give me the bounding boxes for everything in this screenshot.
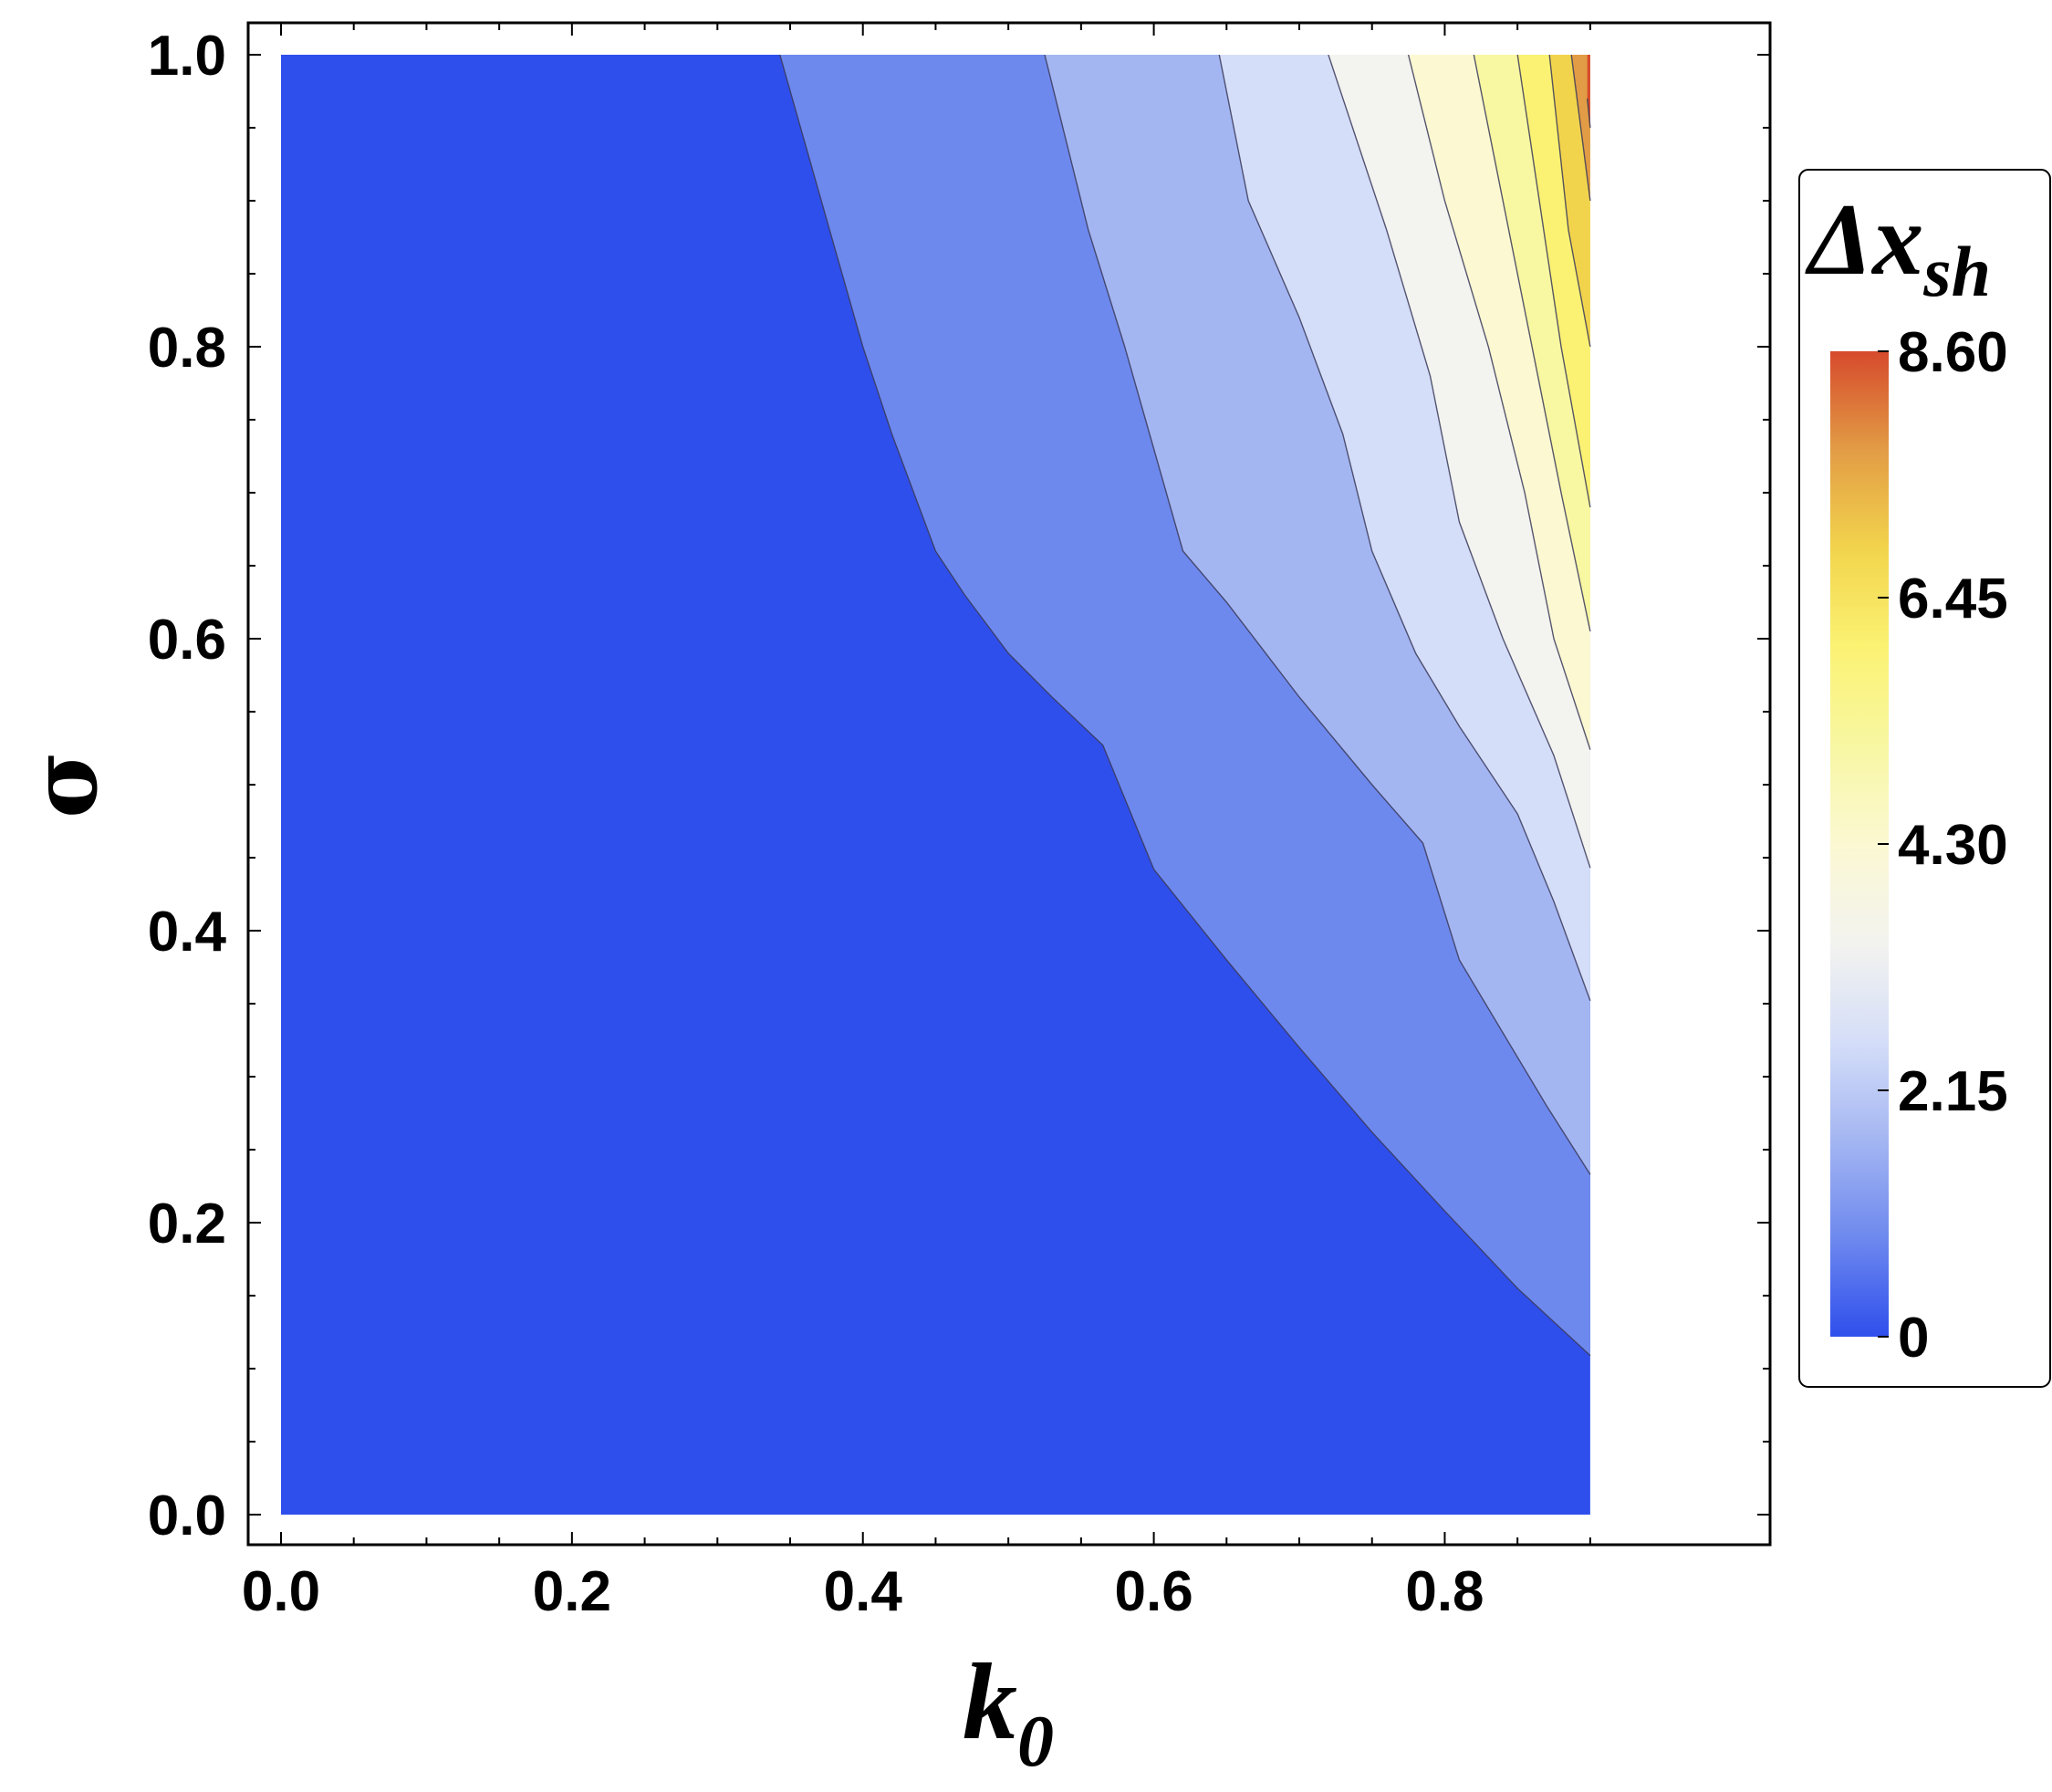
legend-title-sub: sh <box>1922 232 1991 311</box>
x-tick-label: 0.6 <box>1114 1560 1193 1623</box>
colorbar-tick-label: 8.60 <box>1898 321 2008 384</box>
legend: Δxsh 8.60 6.45 4.30 2.15 0 <box>1798 169 2051 1388</box>
contour-level-10 <box>1587 55 1590 128</box>
x-axis-label-sub: 0 <box>1017 1702 1054 1782</box>
colorbar-tick-label: 4.30 <box>1898 814 2008 877</box>
x-tick-label: 0.4 <box>824 1560 903 1623</box>
contour-line-4 <box>1328 55 1591 869</box>
y-tick-label: 0.0 <box>148 1485 226 1547</box>
colorbar-tick-label: 0 <box>1898 1307 1929 1370</box>
y-tick-label: 0.6 <box>148 609 226 672</box>
contour-lines <box>779 55 1591 1357</box>
x-tick-label: 0.2 <box>533 1560 611 1623</box>
y-tick-label: 1.0 <box>148 25 226 88</box>
contour-line-1 <box>779 55 1591 1357</box>
legend-title: Δxsh <box>1805 183 1991 311</box>
colorbar-ticks: 8.60 6.45 4.30 2.15 0 <box>1878 321 2008 1370</box>
y-axis-label: σ <box>10 751 118 818</box>
contour-line-9 <box>1570 55 1591 202</box>
legend-title-main: Δx <box>1805 183 1923 297</box>
contour-level-8 <box>1549 55 1590 347</box>
axes: 0.0 0.2 0.4 0.6 0.8 0.0 0.2 0.4 0.6 0.8 1.0 <box>148 23 1770 1623</box>
contour-line-6 <box>1473 55 1591 632</box>
x-tick-label: 0.0 <box>242 1560 320 1623</box>
contour-line-3 <box>1218 55 1591 1002</box>
contour-line-10 <box>1587 98 1591 129</box>
colorbar-tick-label: 2.15 <box>1898 1060 2008 1123</box>
contour-line-8 <box>1548 55 1591 348</box>
contour-line-7 <box>1516 55 1591 508</box>
colorbar-tick-label: 6.45 <box>1898 568 2008 630</box>
contour-fills <box>281 55 1590 1515</box>
y-tick-label: 0.8 <box>148 317 226 380</box>
contour-line-5 <box>1407 55 1591 750</box>
x-tick-label: 0.8 <box>1405 1560 1484 1623</box>
contour-line-2 <box>1044 55 1591 1175</box>
x-axis-label: k0 <box>963 1641 1054 1782</box>
x-axis-label-main: k <box>963 1641 1017 1762</box>
y-tick-label: 0.2 <box>148 1193 226 1255</box>
y-tick-label: 0.4 <box>148 901 227 964</box>
